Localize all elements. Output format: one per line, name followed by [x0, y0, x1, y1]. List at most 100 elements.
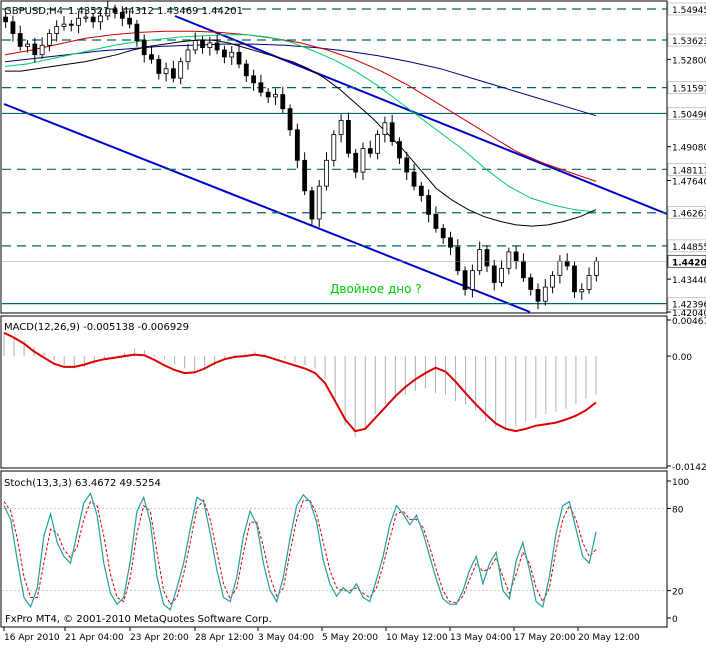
candle-body	[462, 270, 468, 290]
stoch-main-line	[3, 491, 597, 611]
candle-body	[3, 16, 9, 23]
level-label: 1.50496	[672, 110, 706, 120]
candle-body	[39, 44, 45, 56]
level-label-box: 1.42396	[667, 297, 706, 311]
ma-green-line	[4, 34, 597, 213]
candle-body	[61, 23, 67, 27]
candle-body	[572, 265, 577, 293]
macd-label: MACD(12,26,9) -0.005138 -0.006929	[4, 322, 189, 333]
candle-body	[535, 289, 541, 302]
ohlc-label: 1.43521 1.44312 1.43469 1.44201	[68, 6, 243, 17]
level-label: 1.54945	[672, 6, 706, 16]
candle-body	[243, 63, 249, 77]
candle-body	[521, 260, 526, 279]
candle-body	[280, 94, 286, 110]
candle-body	[287, 108, 293, 131]
level-label-bg	[667, 107, 706, 120]
candle-body	[338, 120, 344, 135]
level-label: 1.46267	[672, 210, 706, 220]
candle-body	[47, 33, 52, 46]
level-label-box: 1.46267	[667, 206, 706, 220]
candle-body	[149, 54, 154, 60]
stoch-tick-label: 80	[672, 505, 684, 515]
candle-body	[134, 23, 140, 41]
level-label-box: 1.48117	[667, 163, 706, 176]
price-tick-label: 1.49080	[672, 144, 706, 154]
candle-body	[200, 40, 205, 49]
candle-body	[10, 21, 16, 34]
candle-body	[156, 58, 162, 74]
ma-red-line	[4, 30, 597, 182]
level-label: 1.44855	[672, 243, 706, 253]
x-tick-label: 21 Apr 04:00	[65, 633, 124, 643]
candle-body	[17, 33, 23, 47]
stoch-tick-label: 20	[672, 588, 684, 598]
candle-body	[302, 159, 308, 192]
candle-body	[105, 8, 111, 17]
x-tick-label: 10 May 12:00	[386, 633, 448, 643]
channel-upper-line	[174, 15, 668, 215]
level-label-bg	[667, 81, 706, 94]
candle-body	[170, 68, 176, 79]
level-label: 1.48117	[672, 166, 706, 176]
level-label-box: 1.50496	[667, 107, 706, 120]
stoch-tick-label: 0	[672, 615, 678, 625]
candle-body	[251, 75, 256, 84]
x-tick-label: 5 May 20:00	[322, 633, 378, 643]
level-label-bg	[667, 206, 706, 219]
level-label-bg	[667, 2, 706, 16]
candle-body	[353, 152, 359, 173]
candle-body	[557, 260, 563, 276]
candle-body	[491, 265, 497, 283]
current-price-box	[667, 254, 706, 268]
candle-body	[426, 195, 432, 215]
candle-body	[83, 16, 89, 19]
candle-body	[316, 185, 322, 220]
candle-body	[579, 289, 585, 293]
candle-body	[119, 11, 125, 19]
candle-body	[499, 267, 504, 283]
level-label: 1.53623	[672, 37, 706, 47]
candle-body	[528, 277, 534, 290]
candle-body	[389, 122, 395, 142]
candle-body	[418, 185, 424, 196]
candle-body	[294, 129, 300, 161]
candle-body	[32, 43, 38, 56]
watermark: FxPro MT4, © 2001-2010 MetaQuotes Softwa…	[5, 614, 272, 625]
x-tick-label: 23 Apr 20:00	[130, 633, 189, 643]
candle-body	[185, 49, 191, 63]
candle-body	[550, 274, 555, 288]
candle-body	[324, 159, 329, 187]
candle-body	[68, 23, 74, 26]
candle-body	[469, 270, 475, 290]
candle-body	[112, 8, 118, 13]
candle-body	[506, 251, 512, 269]
candle-body	[127, 17, 133, 25]
candle-body	[178, 61, 184, 79]
x-tick-label: 16 Apr 2010	[4, 633, 60, 643]
stoch-tick-label: 100	[672, 478, 689, 488]
candle-body	[258, 82, 264, 93]
level-label-bg	[667, 163, 706, 176]
candle-body	[214, 42, 220, 51]
level-label: 1.42396	[672, 301, 706, 311]
candle-body	[265, 91, 271, 98]
candle-body	[593, 260, 599, 276]
candle-body	[477, 249, 483, 272]
macd-panel	[0, 315, 668, 469]
stoch-layer: 100 80 20 0	[2, 478, 689, 625]
symbol-label: GBPUSD,H4	[4, 6, 63, 17]
candle-body	[90, 16, 96, 23]
candle-body	[141, 40, 147, 56]
candle-body	[273, 94, 278, 98]
double-bottom-annotation: Двойное дно ?	[330, 282, 422, 296]
x-tick-label: 17 May 20:00	[514, 633, 576, 643]
axis-layer: 16 Apr 2010 21 Apr 04:00 23 Apr 20:00 28 Ap…	[3, 627, 640, 643]
price-tick-label: 1.42040	[672, 309, 706, 319]
price-layer: 1.54945 1.53623 1.51597 1.50496 1.48117 1.462…	[2, 0, 706, 319]
level-label-box: 1.54945	[667, 2, 706, 16]
